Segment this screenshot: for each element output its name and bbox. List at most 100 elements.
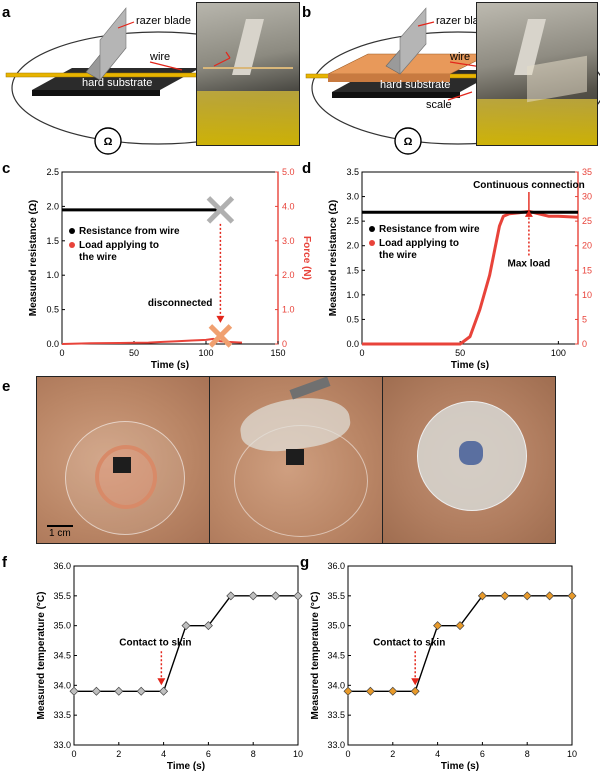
data-point-f — [181, 621, 191, 631]
data-point-g — [522, 591, 532, 601]
data-point-f — [271, 591, 281, 601]
annotation-contact-g: Contact to skin — [373, 637, 445, 648]
arrows-a — [213, 51, 231, 67]
y-tick-label-d: 2.5 — [346, 216, 359, 226]
data-point-f — [293, 591, 303, 601]
x-tick-label-c: 50 — [129, 348, 139, 358]
y-tick-label-c: 1.0 — [46, 270, 59, 280]
data-point-f — [91, 686, 101, 696]
panel-letter-g: g — [300, 554, 310, 571]
center-hex — [459, 441, 483, 465]
label-hard-substrate: hard substrate — [82, 77, 152, 89]
x-axis-label-g: Time (s) — [441, 761, 479, 772]
schematic-a: razer blade wire hard substrate Ω — [5, 7, 300, 155]
x-tick-label-d: 50 — [455, 348, 465, 358]
y2-tick-label-d: 30 — [582, 192, 592, 202]
x-tick-label-f: 10 — [293, 749, 303, 759]
x-tick-label-g: 10 — [567, 749, 577, 759]
chip — [113, 457, 131, 473]
y-tick-label-g: 34.5 — [327, 651, 345, 661]
y2-tick-label-c: 4.0 — [282, 201, 295, 211]
scalebar-label: 1 cm — [49, 528, 71, 539]
y-tick-label-c: 0.5 — [46, 305, 59, 315]
legend-resistance-d: Resistance from wire — [379, 224, 480, 235]
y-tick-label-d: 1.0 — [346, 290, 359, 300]
y-axis-label-d: Measured resistance (Ω) — [328, 200, 339, 316]
circuit-loop — [11, 31, 300, 145]
y-axis-label-f: Measured temperature (°C) — [36, 592, 47, 720]
y-tick-label-g: 33.5 — [327, 710, 345, 720]
y-tick-label-g: 36.0 — [327, 561, 345, 571]
orange-x-marker — [208, 324, 233, 348]
y2-tick-label-d: 15 — [582, 265, 592, 275]
gray-x-marker — [206, 196, 235, 224]
y-tick-label-f: 35.0 — [53, 621, 71, 631]
y-tick-label-c: 1.5 — [46, 236, 59, 246]
photo-e1: 1 cm — [36, 376, 210, 544]
x-tick-label-f: 8 — [251, 749, 256, 759]
x-tick-label-g: 0 — [345, 749, 350, 759]
plot-frame-g — [347, 565, 573, 746]
data-point-f — [159, 686, 169, 696]
legend-force-c: Load applying to — [79, 240, 159, 251]
y-tick-label-d: 3.5 — [346, 167, 359, 177]
y2-axis-label-c: Force (N) — [301, 236, 312, 280]
annotation-contact-f: Contact to skin — [119, 637, 191, 648]
y-tick-label-f: 33.5 — [53, 710, 71, 720]
label-wire: wire — [149, 51, 170, 63]
y-tick-label-g: 35.5 — [327, 591, 345, 601]
data-point-f — [114, 686, 124, 696]
y-tick-label-d: 3.0 — [346, 192, 359, 202]
y2-tick-label-d: 0 — [582, 339, 587, 349]
panel-letter-a: a — [2, 4, 11, 21]
y-tick-label-d: 0.0 — [346, 339, 359, 349]
legend-force-cont-d: the wire — [379, 250, 417, 261]
data-point-g — [545, 591, 555, 601]
data-point-f — [69, 686, 79, 696]
legend-resistance-c: Resistance from wire — [79, 226, 180, 237]
legend-force-cont-c: the wire — [79, 252, 117, 263]
x-axis-label-f: Time (s) — [167, 761, 205, 772]
data-point-g — [500, 591, 510, 601]
y-tick-label-c: 0.0 — [46, 339, 59, 349]
photo-wire — [203, 67, 293, 69]
y-tick-label-g: 35.0 — [327, 621, 345, 631]
photo-a — [196, 2, 300, 146]
data-point-g — [410, 686, 420, 696]
tweezers — [289, 377, 331, 400]
y-tick-label-f: 34.0 — [53, 680, 71, 690]
panel-letter-d: d — [302, 160, 312, 177]
photo-e2 — [209, 376, 383, 544]
label-scale: scale — [426, 99, 452, 111]
y2-tick-label-d: 25 — [582, 216, 592, 226]
legend-force-d: Load applying to — [379, 238, 459, 249]
data-point-f — [203, 621, 213, 631]
x-tick-label-f: 4 — [161, 749, 166, 759]
hard-substrate-side — [332, 92, 460, 98]
y-tick-label-d: 1.5 — [346, 265, 359, 275]
razer-blade-face — [99, 7, 127, 81]
y-tick-label-f: 36.0 — [53, 561, 71, 571]
x-tick-label-d: 0 — [359, 348, 364, 358]
y-axis-label-c: Measured resistance (Ω) — [28, 200, 39, 316]
panel-letter-e: e — [2, 378, 11, 395]
data-point-g — [433, 621, 443, 631]
annotation-disconnected: disconnected — [148, 298, 212, 309]
y2-tick-label-d: 10 — [582, 290, 592, 300]
x-tick-label-g: 2 — [390, 749, 395, 759]
ohmmeter-symbol: Ω — [404, 136, 413, 148]
data-point-g — [477, 591, 487, 601]
x-tick-label-f: 2 — [116, 749, 121, 759]
y2-tick-label-c: 3.0 — [282, 236, 295, 246]
y-tick-label-g: 33.0 — [327, 740, 345, 750]
ohmmeter — [94, 127, 122, 155]
legend-dot-force-c — [69, 242, 75, 248]
y2-tick-label-d: 5 — [582, 314, 587, 324]
data-point-g — [455, 621, 465, 631]
x-tick-label-d: 100 — [551, 348, 566, 358]
y-tick-label-f: 34.5 — [53, 651, 71, 661]
data-point-f — [226, 591, 236, 601]
arrow-head-f — [157, 678, 166, 686]
y2-tick-label-c: 5.0 — [282, 167, 295, 177]
x-axis-label-c: Time (s) — [151, 360, 189, 371]
